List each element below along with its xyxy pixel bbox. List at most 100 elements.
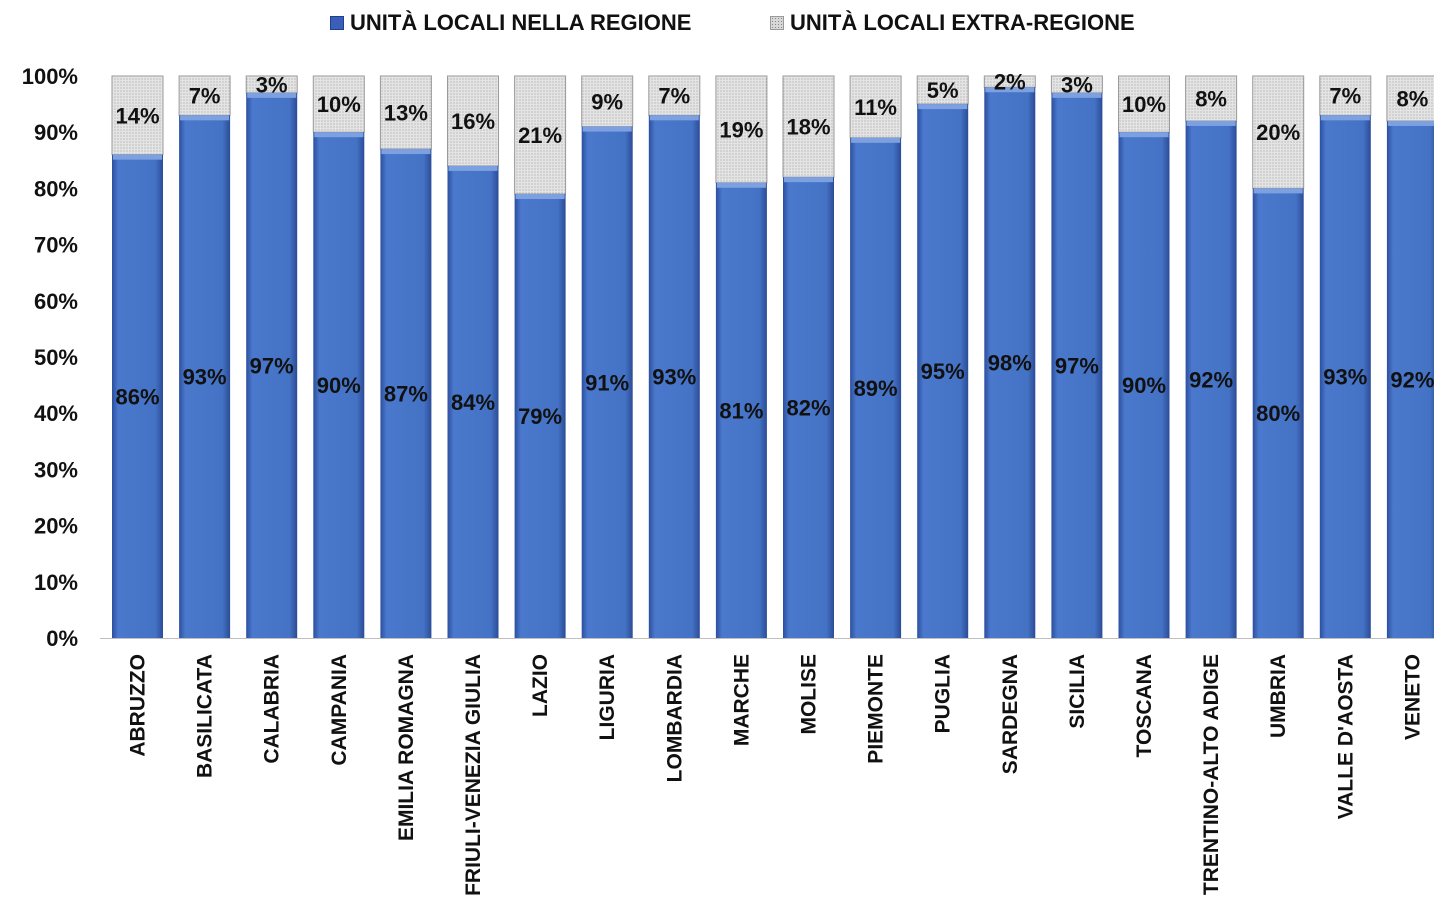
data-label-extra-regione: 7% [1329, 84, 1361, 109]
x-category-label: PIEMONTE [865, 654, 888, 764]
bar-cap [314, 132, 364, 138]
x-category-label: LOMBARDIA [663, 654, 686, 782]
bar-cap [180, 115, 230, 121]
y-tick-label: 70% [34, 233, 78, 258]
bar-nella-regione [179, 115, 231, 639]
bar-nella-regione [1252, 188, 1304, 638]
y-tick-label: 50% [34, 345, 78, 370]
bar-nella-regione [783, 177, 834, 638]
legend-swatch-extra-regione [770, 16, 784, 30]
data-label-extra-regione: 8% [1397, 86, 1429, 111]
y-tick-label: 20% [34, 514, 78, 539]
bar-extra-regione [312, 75, 365, 133]
bar-extra-regione [849, 75, 902, 139]
bar-cap [381, 149, 431, 155]
bar-cap [448, 165, 498, 171]
data-label-nella-regione: 89% [854, 376, 898, 401]
x-category-label: LAZIO [529, 654, 552, 717]
x-category-label: VALLE D'AOSTA [1334, 654, 1357, 819]
bar-extra-regione [514, 75, 567, 195]
data-label-nella-regione: 93% [1323, 365, 1367, 390]
bar-extra-regione [1252, 75, 1305, 189]
bar-nella-regione [581, 126, 633, 638]
data-label-extra-regione: 19% [719, 117, 763, 142]
data-label-nella-regione: 97% [250, 353, 294, 378]
bar-extra-regione [715, 75, 768, 184]
x-category-label: PUGLIA [932, 654, 955, 733]
data-label-nella-regione: 93% [183, 365, 227, 390]
x-category-label: LIGURIA [596, 654, 619, 740]
data-label-extra-regione: 20% [1256, 120, 1300, 145]
data-label-nella-regione: 81% [719, 398, 763, 423]
x-category-label: CAMPANIA [328, 654, 351, 766]
x-category-label: UMBRIA [1267, 654, 1290, 738]
data-label-nella-regione: 93% [652, 365, 696, 390]
y-tick-label: 80% [34, 176, 78, 201]
bar-extra-regione [581, 75, 634, 128]
bar-cap [716, 182, 766, 188]
legend-label-extra-regione: UNITÀ LOCALI EXTRA-REGIONE [790, 10, 1135, 35]
bar-cap [515, 194, 565, 200]
bar-nella-regione [917, 104, 969, 639]
bar-cap [582, 126, 632, 132]
data-label-extra-regione: 10% [317, 92, 361, 117]
bar-nella-regione [447, 165, 499, 639]
y-tick-label: 60% [34, 289, 78, 314]
data-label-nella-regione: 95% [921, 359, 965, 384]
bar-extra-regione [916, 75, 969, 105]
bar-nella-regione [313, 132, 365, 638]
bar-nella-regione [1051, 92, 1103, 639]
data-label-nella-regione: 92% [1189, 367, 1233, 392]
data-label-extra-regione: 9% [591, 89, 623, 114]
x-category-label: SARDEGNA [999, 654, 1022, 774]
data-label-nella-regione: 82% [786, 396, 830, 421]
data-label-nella-regione: 86% [115, 384, 159, 409]
bar-nella-regione [246, 92, 298, 639]
data-label-extra-regione: 7% [658, 84, 690, 109]
data-label-nella-regione: 80% [1256, 401, 1300, 426]
bar-nella-regione [648, 115, 700, 639]
bar-extra-regione [111, 75, 164, 156]
y-tick-label: 100% [22, 64, 78, 89]
data-label-nella-regione: 91% [585, 370, 629, 395]
bar-cap [918, 104, 968, 110]
bar-extra-regione [1185, 75, 1238, 122]
data-label-extra-regione: 21% [518, 123, 562, 148]
y-tick-label: 30% [34, 457, 78, 482]
data-label-extra-regione: 5% [927, 78, 959, 103]
y-tick-label: 0% [46, 626, 78, 651]
y-tick-label: 40% [34, 401, 78, 426]
bar-nella-regione [850, 137, 902, 638]
bar-nella-regione [1319, 115, 1371, 639]
bar-nella-regione [984, 87, 1036, 639]
data-label-extra-regione: 7% [189, 84, 221, 109]
bar-nella-regione [1386, 120, 1434, 638]
data-label-extra-regione: 13% [384, 101, 428, 126]
x-category-label: MOLISE [798, 654, 821, 735]
data-label-extra-regione: 16% [451, 109, 495, 134]
y-tick-label: 10% [34, 570, 78, 595]
x-category-label: MARCHE [730, 654, 753, 746]
data-label-extra-regione: 8% [1195, 86, 1227, 111]
bar-cap [784, 177, 833, 183]
bar-cap [1253, 188, 1303, 194]
x-category-label: CALABRIA [261, 654, 284, 764]
bar-extra-regione [648, 75, 701, 116]
legend-item-extra-regione: UNITÀ LOCALI EXTRA-REGIONE [770, 10, 1135, 36]
x-category-label: TOSCANA [1133, 654, 1156, 757]
legend-label-nella-regione: UNITÀ LOCALI NELLA REGIONE [350, 10, 692, 35]
data-label-nella-regione: 84% [451, 390, 495, 415]
legend-swatch-nella-regione [330, 16, 344, 30]
bar-cap [1052, 92, 1102, 98]
x-category-label: BASILICATA [194, 654, 217, 778]
bar-nella-regione [112, 154, 163, 638]
bar-cap [1119, 132, 1169, 138]
bar-extra-regione [782, 75, 835, 178]
data-label-extra-regione: 3% [1061, 72, 1093, 97]
bar-nella-regione [715, 182, 767, 638]
bar-cap [851, 137, 901, 143]
data-label-nella-regione: 87% [384, 382, 428, 407]
bar-nella-regione [1118, 132, 1170, 638]
data-label-nella-regione: 98% [988, 351, 1032, 376]
legend-item-nella-regione: UNITÀ LOCALI NELLA REGIONE [330, 10, 691, 36]
